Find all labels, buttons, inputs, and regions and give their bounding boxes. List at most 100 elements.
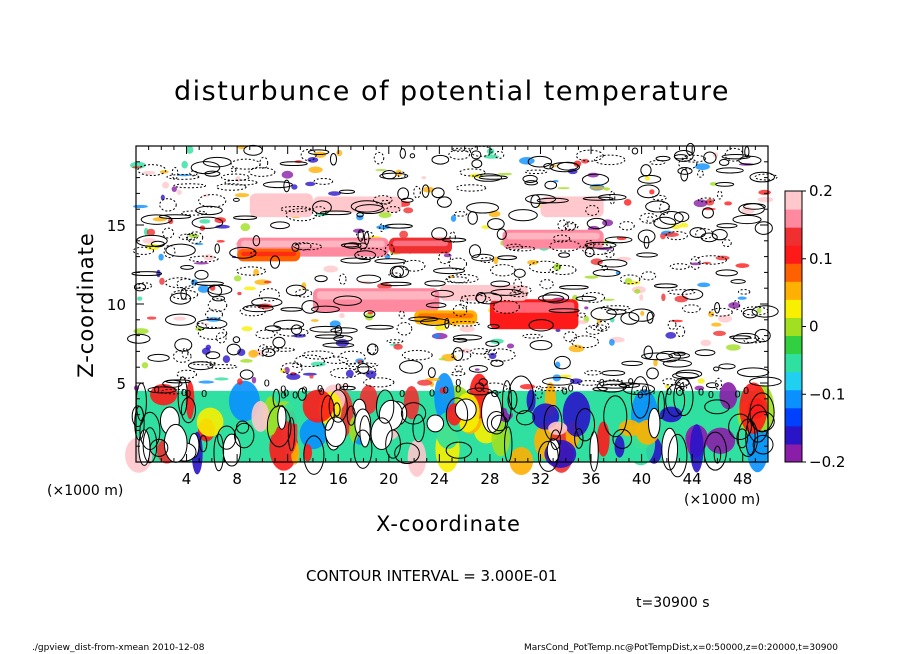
speckle [450, 214, 457, 222]
contour-line [508, 291, 528, 298]
contour-line [180, 210, 208, 216]
contour-line [449, 231, 456, 244]
y-tick-label: 10 [107, 296, 126, 314]
contour-line [628, 378, 634, 385]
contour-line [166, 173, 200, 180]
contour-line [549, 240, 581, 252]
speckle [439, 387, 447, 394]
contour-line [609, 190, 616, 205]
contour-line [468, 244, 482, 258]
contour-line [396, 321, 413, 336]
speckle [173, 316, 187, 321]
contour-line-lower [673, 378, 694, 417]
contour-line [224, 179, 258, 186]
contour-label: 0 [280, 390, 286, 401]
lower-blob [690, 424, 704, 473]
speckle [286, 373, 301, 380]
contour-line [207, 298, 228, 313]
contour-line-lower [703, 431, 727, 471]
contour-line [643, 235, 650, 249]
warm-region-core [493, 302, 575, 313]
speckle [474, 368, 480, 371]
speckle [697, 378, 705, 384]
contour-line [581, 291, 606, 303]
contour-line [470, 348, 490, 355]
contour-line-lower [213, 433, 225, 472]
contour-line [379, 223, 385, 232]
contour-line [525, 194, 557, 204]
contour-line [365, 324, 394, 330]
speckle [251, 376, 257, 384]
contour-line [452, 334, 483, 341]
contour-line [132, 246, 155, 255]
contour-line [643, 345, 654, 360]
contour-line [581, 243, 614, 255]
colorbar-tick-label: −0.2 [809, 453, 845, 471]
lower-white-cell [661, 427, 679, 471]
contour-line [452, 347, 464, 362]
colorbar-segment [785, 299, 802, 318]
speckle [718, 314, 733, 323]
contour-line [232, 197, 240, 202]
contour-line [204, 170, 221, 177]
lower-blob [746, 421, 769, 473]
speckle [284, 366, 290, 374]
contour-line [340, 257, 371, 264]
speckle [670, 319, 684, 323]
contour-line [374, 258, 407, 264]
contour-line [261, 346, 280, 353]
contour-line [738, 289, 751, 295]
contour-line [742, 308, 758, 319]
contour-label: 0 [708, 390, 714, 401]
contour-line [269, 255, 281, 269]
x-tick-label: 36 [581, 470, 600, 488]
contour-line [667, 289, 696, 295]
speckle [609, 339, 615, 346]
contour-line [549, 264, 577, 276]
contour-line-lower [751, 411, 775, 432]
warm-region-core [392, 240, 448, 247]
contour-line [645, 200, 670, 213]
contour-line [173, 183, 207, 189]
speckle [709, 181, 717, 186]
contour-line [751, 305, 779, 318]
speckle [757, 196, 774, 203]
contour-line [716, 223, 738, 229]
contour-line [354, 250, 377, 261]
contour-line-lower [736, 428, 748, 449]
contour-line [653, 216, 677, 229]
contour-line [448, 257, 468, 271]
contour-line-lower [630, 376, 650, 419]
speckle [146, 316, 157, 320]
contour-line [258, 288, 280, 302]
contour-line [147, 353, 170, 362]
x-tick-label: 24 [430, 470, 449, 488]
contour-line [431, 187, 445, 199]
contour-line-lower [574, 428, 584, 449]
contour-line [272, 336, 286, 349]
contour-line [640, 271, 657, 281]
speckle [695, 163, 710, 171]
speckle [653, 359, 658, 367]
contour-line [340, 385, 356, 391]
speckle [506, 343, 515, 349]
contour-label: 0 [280, 385, 286, 396]
x-tick-label: 12 [278, 470, 297, 488]
contour-line [226, 343, 241, 356]
contour-label: 0 [153, 385, 159, 396]
contour-line [718, 363, 736, 370]
x-tick-label: 40 [632, 470, 651, 488]
contour-label: 0 [562, 387, 568, 398]
contour-line [159, 198, 177, 212]
contour-line [450, 371, 466, 377]
contour-line [749, 171, 775, 183]
contour-line [668, 352, 690, 359]
speckle [665, 331, 677, 339]
contour-line [190, 361, 216, 366]
contour-line [466, 202, 499, 214]
contour-line [651, 194, 667, 201]
contour-line [511, 285, 532, 295]
colorbar-tick-label: 0.1 [809, 250, 833, 268]
contour-line [548, 308, 580, 313]
